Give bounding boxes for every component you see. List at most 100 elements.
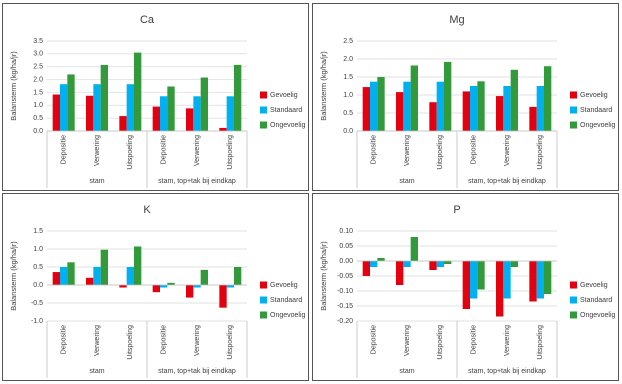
bar [510, 69, 518, 131]
group-label: stam, top+tak bij eindkap [158, 178, 236, 185]
y-tick-label: 0.0 [343, 128, 353, 135]
legend-swatch [570, 296, 577, 304]
x-tick-label: Depositie [161, 325, 168, 354]
y-tick-label: -0.15 [337, 303, 353, 310]
x-tick-label: Uitspoeling [437, 135, 444, 170]
bar [186, 285, 194, 298]
x-tick-label: Verwering [194, 325, 201, 356]
bar [436, 81, 444, 131]
x-tick-label: Verwering [194, 135, 201, 166]
bar [193, 285, 201, 288]
legend-swatch [260, 106, 267, 114]
bar [167, 86, 175, 131]
bar [429, 102, 437, 131]
y-tick-label: 1.0 [33, 246, 43, 253]
bar [234, 64, 242, 131]
bar [186, 108, 194, 131]
x-tick-label: Verwering [404, 135, 411, 166]
bar [200, 77, 208, 131]
bar [134, 52, 142, 132]
y-tick-label: -0.20 [337, 318, 353, 325]
bar [396, 92, 404, 131]
bar [436, 261, 444, 267]
y-axis-label: Balansterm (kg/ha/jr) [319, 241, 328, 311]
bar [510, 261, 518, 267]
bar [67, 74, 75, 131]
bar [403, 261, 411, 267]
legend-label: Gevoelig [270, 92, 298, 99]
bar [362, 261, 370, 276]
chart-title: Ca [140, 14, 155, 26]
y-tick-label: 0.5 [33, 264, 43, 271]
bar [496, 261, 504, 317]
y-tick-label: -0.10 [337, 288, 353, 295]
y-tick-label: 0.5 [33, 115, 43, 122]
bar [100, 249, 108, 285]
group-label: stam [89, 178, 104, 185]
x-tick-label: Uitspoeling [437, 325, 444, 360]
bar [429, 261, 437, 270]
bar [444, 261, 452, 264]
bar [126, 267, 134, 285]
x-tick-label: Verwering [504, 135, 511, 166]
y-axis-label: Balansterm (kg/ha/jr) [9, 241, 18, 311]
bar [93, 267, 101, 285]
legend-label: Ongevoelig [580, 312, 616, 319]
y-tick-label: 0.0 [33, 128, 43, 135]
bar [119, 116, 127, 131]
bar [193, 96, 201, 131]
legend-swatch [570, 311, 577, 319]
bar [362, 87, 370, 131]
bar [160, 285, 168, 288]
bar [226, 96, 234, 131]
legend-swatch [570, 91, 577, 99]
group-label: stam [399, 178, 414, 185]
legend-label: Ongevoelig [270, 122, 306, 129]
y-tick-label: 2.0 [343, 56, 353, 63]
bar [226, 285, 234, 288]
x-tick-label: Uitspoeling [127, 135, 134, 170]
bar [370, 81, 378, 131]
x-tick-label: Uitspoeling [127, 325, 134, 360]
bar [86, 277, 94, 285]
bar [529, 106, 537, 131]
legend-label: Standaard [580, 107, 612, 114]
bar [152, 285, 160, 293]
bar [52, 94, 60, 131]
legend-swatch [570, 281, 577, 289]
y-tick-label: -1.0 [31, 318, 43, 325]
bar [410, 65, 418, 131]
legend-swatch [260, 121, 267, 129]
bar [462, 91, 470, 131]
legend-label: Gevoelig [270, 282, 298, 289]
y-tick-label: -0.5 [31, 300, 43, 307]
x-tick-label: Depositie [61, 325, 68, 354]
y-tick-label: 0.5 [343, 110, 353, 117]
legend-label: Gevoelig [580, 282, 608, 289]
bar [536, 86, 544, 131]
bar [410, 237, 418, 261]
x-tick-label: Uitspoeling [537, 135, 544, 170]
bar [160, 96, 168, 131]
bar [200, 269, 208, 285]
group-label: stam [89, 368, 104, 375]
bar [503, 261, 511, 299]
x-tick-label: Uitspoeling [227, 135, 234, 170]
legend-label: Standaard [270, 297, 302, 304]
x-tick-label: Depositie [471, 325, 478, 354]
y-tick-label: 1.0 [33, 102, 43, 109]
legend-swatch [570, 106, 577, 114]
y-tick-label: 2.5 [343, 38, 353, 45]
bar [529, 261, 537, 302]
bar [60, 267, 68, 285]
x-tick-label: Depositie [61, 135, 68, 164]
bar [126, 84, 134, 131]
group-label: stam, top+tak bij eindkap [468, 368, 546, 375]
legend-swatch [570, 121, 577, 129]
legend-swatch [260, 281, 267, 289]
group-label: stam, top+tak bij eindkap [158, 368, 236, 375]
x-tick-label: Verwering [404, 325, 411, 356]
bar [119, 285, 127, 288]
x-tick-label: Verwering [94, 135, 101, 166]
